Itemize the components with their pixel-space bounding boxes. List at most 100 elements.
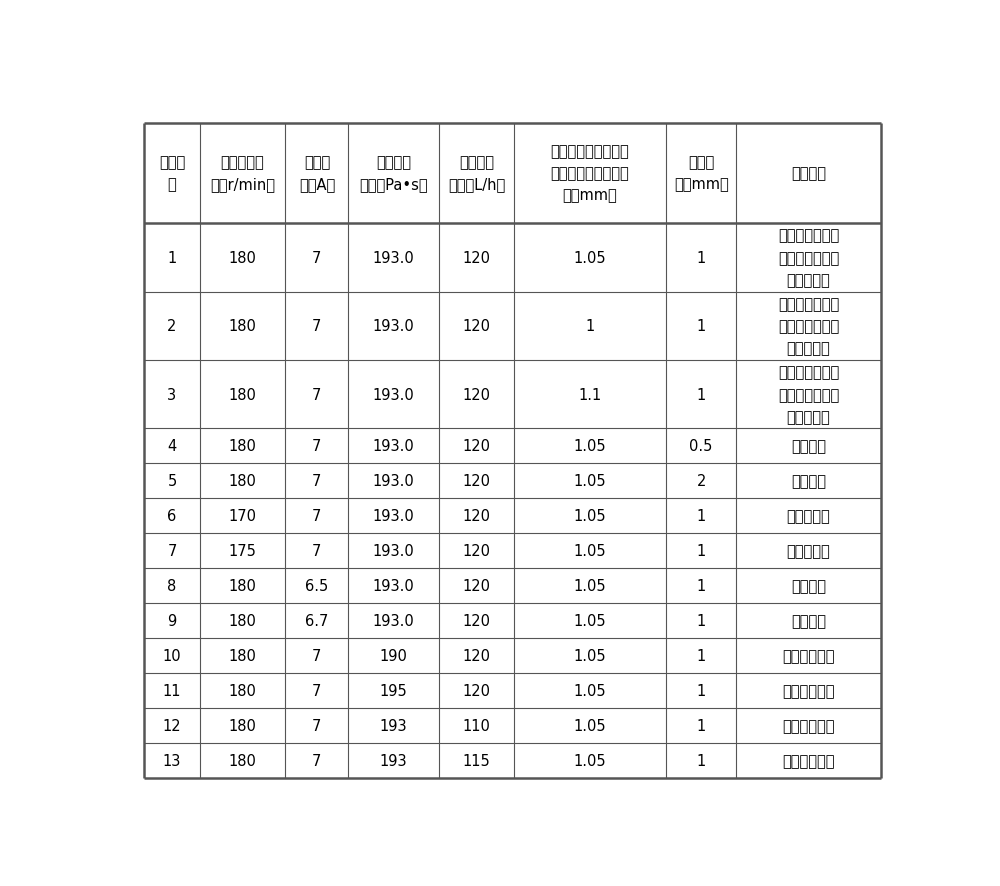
Text: 抛光轮转速: 抛光轮转速 [787,509,830,524]
Text: 7: 7 [312,509,322,524]
Text: 1: 1 [697,649,706,664]
Text: 180: 180 [229,614,256,628]
Text: 磁流变液
流量（L/h）: 磁流变液 流量（L/h） [448,155,505,192]
Text: 180: 180 [229,649,256,664]
Text: 1: 1 [167,251,177,266]
Text: 3: 3 [167,387,177,402]
Text: 170: 170 [229,509,257,524]
Text: 磁流变液粘度: 磁流变液粘度 [782,649,835,664]
Text: 1: 1 [697,683,706,698]
Text: 1.05: 1.05 [574,649,606,664]
Text: 5: 5 [167,474,177,489]
Text: 1.05: 1.05 [574,719,606,734]
Text: 13: 13 [163,753,181,768]
Text: 180: 180 [229,251,256,266]
Text: 7: 7 [312,683,322,698]
Text: 120: 120 [462,387,490,402]
Text: 1: 1 [697,614,706,628]
Text: 磁场电
流（A）: 磁场电 流（A） [299,155,335,192]
Text: 180: 180 [229,683,256,698]
Text: 抛光轮底部与米量级
光学元件的上表面距
离（mm）: 抛光轮底部与米量级 光学元件的上表面距 离（mm） [551,144,629,203]
Text: 10: 10 [163,649,181,664]
Text: 190: 190 [380,649,408,664]
Text: 193: 193 [380,719,407,734]
Text: 193.0: 193.0 [373,439,415,454]
Text: 磁流变液
粘度（Pa•s）: 磁流变液 粘度（Pa•s） [359,155,428,192]
Text: 120: 120 [462,509,490,524]
Text: 120: 120 [462,319,490,334]
Text: 7: 7 [167,544,177,559]
Text: 7: 7 [312,719,322,734]
Text: 193.0: 193.0 [373,614,415,628]
Text: 6: 6 [167,509,177,524]
Text: 磁流变液流量: 磁流变液流量 [782,719,835,734]
Text: 磁流变液粘度: 磁流变液粘度 [782,683,835,698]
Text: 180: 180 [229,719,256,734]
Text: 120: 120 [462,251,490,266]
Text: 180: 180 [229,753,256,768]
Text: 180: 180 [229,387,256,402]
Text: 120: 120 [462,474,490,489]
Text: 180: 180 [229,474,256,489]
Text: 磁场电流: 磁场电流 [791,579,826,594]
Text: 7: 7 [312,319,322,334]
Text: 1.05: 1.05 [574,251,606,266]
Text: 抛光轮转速: 抛光轮转速 [787,544,830,559]
Text: 1.05: 1.05 [574,439,606,454]
Text: 1: 1 [697,719,706,734]
Text: 4: 4 [167,439,177,454]
Text: 1: 1 [697,509,706,524]
Text: 193: 193 [380,753,407,768]
Text: 磁场电流: 磁场电流 [791,614,826,628]
Text: 8: 8 [167,579,177,594]
Text: 2: 2 [167,319,177,334]
Text: 磁流变液流量: 磁流变液流量 [782,753,835,768]
Text: 抛光轮底部与米
量级光学元件的
上表面距离: 抛光轮底部与米 量级光学元件的 上表面距离 [778,365,839,424]
Text: 120: 120 [462,544,490,559]
Text: 7: 7 [312,387,322,402]
Text: 1.05: 1.05 [574,579,606,594]
Text: 1.05: 1.05 [574,544,606,559]
Text: 1: 1 [697,387,706,402]
Text: 180: 180 [229,319,256,334]
Text: 1.05: 1.05 [574,509,606,524]
Text: 1.05: 1.05 [574,683,606,698]
Text: 195: 195 [380,683,408,698]
Text: 加工步距: 加工步距 [791,474,826,489]
Text: 1.1: 1.1 [578,387,602,402]
Text: 120: 120 [462,439,490,454]
Text: 7: 7 [312,753,322,768]
Text: 193.0: 193.0 [373,579,415,594]
Text: 193.0: 193.0 [373,474,415,489]
Text: 115: 115 [463,753,490,768]
Text: 7: 7 [312,474,322,489]
Text: 2: 2 [696,474,706,489]
Text: 193.0: 193.0 [373,509,415,524]
Text: 0.5: 0.5 [689,439,713,454]
Text: 193.0: 193.0 [373,319,415,334]
Text: 120: 120 [462,579,490,594]
Text: 9: 9 [167,614,177,628]
Text: 120: 120 [462,683,490,698]
Text: 抛光轮底部与米
量级光学元件的
上表面距离: 抛光轮底部与米 量级光学元件的 上表面距离 [778,297,839,356]
Text: 12: 12 [163,719,181,734]
Text: 110: 110 [463,719,490,734]
Text: 6.5: 6.5 [305,579,329,594]
Text: 1: 1 [585,319,595,334]
Text: 120: 120 [462,649,490,664]
Text: 7: 7 [312,649,322,664]
Text: 7: 7 [312,544,322,559]
Text: 抛光轮的转
速（r/min）: 抛光轮的转 速（r/min） [210,155,275,192]
Text: 实施例
号: 实施例 号 [159,155,185,192]
Text: 加工步距: 加工步距 [791,439,826,454]
Text: 193.0: 193.0 [373,544,415,559]
Text: 改变项目: 改变项目 [791,166,826,181]
Text: 1: 1 [697,251,706,266]
Text: 6.7: 6.7 [305,614,329,628]
Text: 120: 120 [462,614,490,628]
Text: 11: 11 [163,683,181,698]
Text: 加工步
距（mm）: 加工步 距（mm） [674,155,729,192]
Text: 1: 1 [697,544,706,559]
Text: 1.05: 1.05 [574,474,606,489]
Text: 1: 1 [697,753,706,768]
